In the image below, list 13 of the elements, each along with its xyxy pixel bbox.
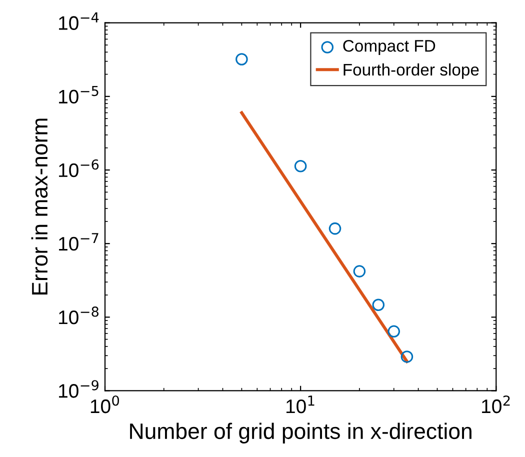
y-tick-label: 10$^{−9}$ (59, 380, 98, 398)
y-tick-label: 10$^{−4}$ (59, 12, 99, 30)
y-axis-title: Error in max-norm (31, 118, 48, 294)
x-tick-label: 10$^{1}$ (286, 396, 314, 414)
y-tick-label: 10$^{−8}$ (59, 306, 99, 324)
y-tick-label: 10$^{−7}$ (59, 233, 98, 251)
legend-label: Compact FD (343, 40, 436, 56)
legend-label: Fourth-order slope (344, 63, 479, 79)
x-axis-title: Number of grid points in x-direction (130, 422, 472, 444)
x-tick-label: 10$^{2}$ (482, 395, 510, 414)
x-tick-label: 10$^{0}$ (90, 395, 120, 414)
y-tick-label: 10$^{−5}$ (59, 86, 98, 104)
y-tick-label: 10$^{−6}$ (59, 159, 99, 178)
